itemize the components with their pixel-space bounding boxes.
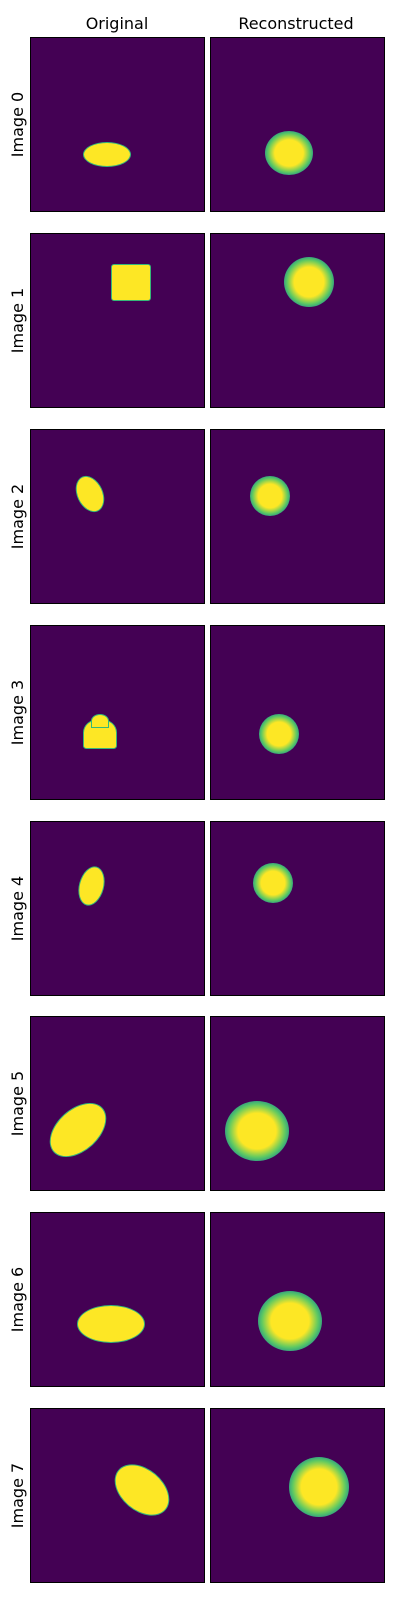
- row-label: Image 4: [4, 822, 32, 995]
- row-label: Image 5: [4, 1017, 32, 1190]
- original-shape: [70, 471, 110, 517]
- original-image-panel: [30, 233, 205, 408]
- column-title-reconstructed: Reconstructed: [238, 14, 354, 33]
- original-shape: [77, 1305, 145, 1343]
- row-label: Image 7: [4, 1409, 32, 1582]
- original-shape: [111, 264, 151, 301]
- reconstructed-blob: [258, 1291, 322, 1351]
- reconstructed-image-panel: [210, 37, 385, 212]
- row-label-text: Image 0: [8, 91, 28, 158]
- row-label: Image 3: [4, 626, 32, 799]
- reconstructed-image-panel: [210, 821, 385, 996]
- row-label-text: Image 2: [8, 483, 28, 550]
- row-label-text: Image 7: [8, 1462, 28, 1529]
- original-image-panel: [30, 1016, 205, 1191]
- reconstructed-image-panel: [210, 1408, 385, 1583]
- reconstructed-blob: [284, 257, 334, 307]
- reconstructed-blob: [225, 1101, 289, 1161]
- reconstructed-image-panel: [210, 625, 385, 800]
- reconstructed-blob: [259, 714, 299, 754]
- original-image-panel: [30, 625, 205, 800]
- reconstructed-blob: [265, 131, 313, 175]
- row-label-text: Image 1: [8, 287, 28, 354]
- original-image-panel: [30, 821, 205, 996]
- reconstructed-blob: [250, 476, 290, 516]
- row-label-text: Image 6: [8, 1266, 28, 1333]
- reconstructed-image-panel: [210, 1016, 385, 1191]
- original-image-panel: [30, 1212, 205, 1387]
- original-image-panel: [30, 429, 205, 604]
- column-title-original: Original: [85, 14, 149, 33]
- original-shape: [83, 142, 131, 167]
- row-label-text: Image 3: [8, 679, 28, 746]
- original-image-panel: [30, 37, 205, 212]
- row-label: Image 6: [4, 1213, 32, 1386]
- row-label-text: Image 4: [8, 875, 28, 942]
- original-shape-part: [91, 714, 109, 728]
- reconstructed-image-panel: [210, 1212, 385, 1387]
- original-shape: [104, 1453, 180, 1527]
- reconstructed-blob: [253, 863, 293, 903]
- original-shape: [39, 1092, 117, 1168]
- row-label: Image 0: [4, 38, 32, 211]
- reconstructed-image-panel: [210, 429, 385, 604]
- row-label-text: Image 5: [8, 1070, 28, 1137]
- original-image-panel: [30, 1408, 205, 1583]
- reconstructed-blob: [289, 1457, 349, 1517]
- row-label: Image 2: [4, 430, 32, 603]
- original-shape: [74, 863, 109, 909]
- row-label: Image 1: [4, 234, 32, 407]
- reconstructed-image-panel: [210, 233, 385, 408]
